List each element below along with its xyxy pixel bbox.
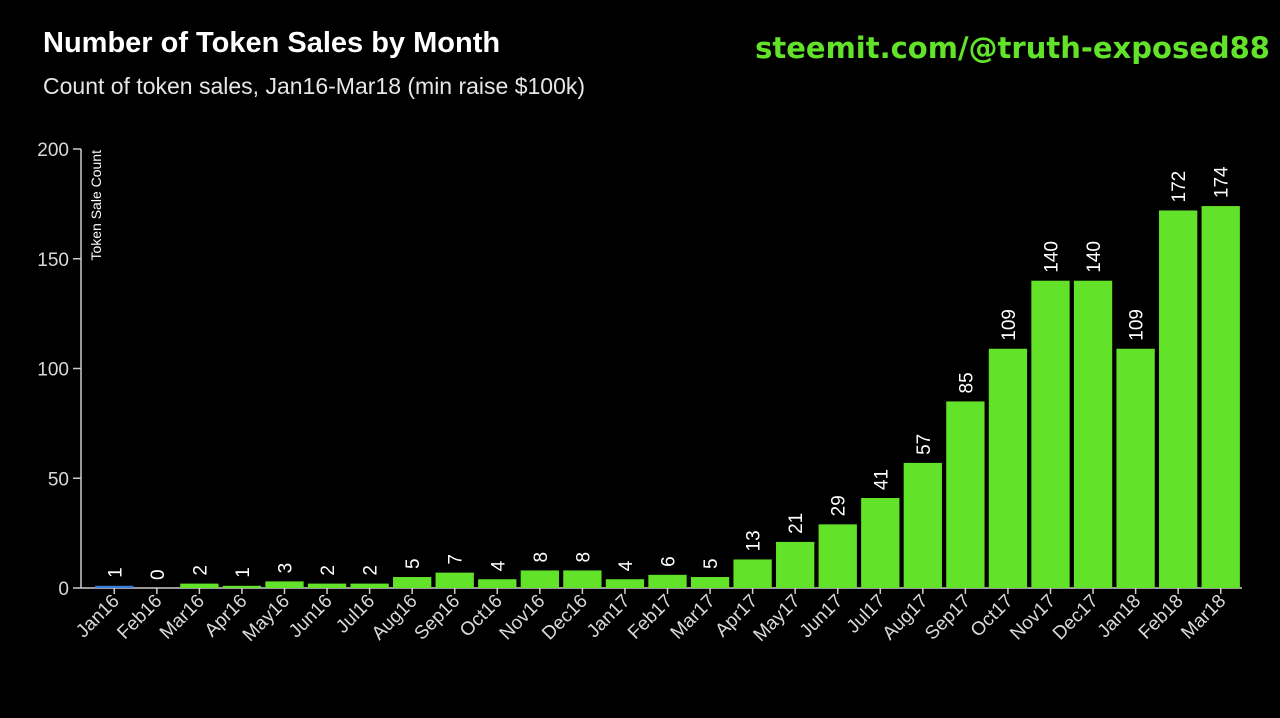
- x-tick-label: Sep16: [411, 591, 465, 645]
- y-tick-label: 150: [37, 250, 69, 271]
- bar: [180, 583, 219, 588]
- bar: [435, 572, 474, 588]
- bar: [946, 401, 985, 588]
- chart-title: Number of Token Sales by Month: [43, 27, 501, 59]
- bar: [563, 570, 602, 588]
- data-label: 5: [701, 558, 722, 569]
- data-label: 21: [786, 513, 807, 534]
- x-tick-label: Mar18: [1177, 591, 1230, 644]
- data-label: 0: [148, 569, 169, 580]
- bar: [1159, 210, 1198, 588]
- x-tick-label: Sep17: [921, 591, 975, 645]
- x-tick-label: Feb16: [113, 591, 166, 644]
- bar: [478, 579, 517, 588]
- bar: [861, 498, 900, 588]
- y-axis-label: Token Sale Count: [88, 150, 104, 261]
- x-tick-labels: Jan16Feb16Mar16Apr16May16Jun16Jul16Aug16…: [72, 591, 1230, 646]
- x-tick-label: Mar17: [667, 591, 720, 644]
- y-tick-label: 0: [58, 579, 69, 600]
- x-tick-label: Aug16: [368, 591, 422, 645]
- data-label: 5: [403, 558, 424, 569]
- bar: [733, 559, 772, 588]
- data-label: 109: [999, 309, 1020, 341]
- data-label: 8: [531, 552, 552, 563]
- x-tick-label: Jan18: [1094, 591, 1145, 642]
- watermark: steemit.com/@truth-exposed88: [755, 31, 1270, 65]
- y-tick-label: 100: [37, 360, 69, 381]
- x-tick-label: Mar16: [156, 591, 209, 644]
- bar: [818, 524, 857, 588]
- data-label: 2: [361, 565, 382, 576]
- data-label: 1: [233, 567, 254, 578]
- bar: [520, 570, 559, 588]
- x-tick-label: May16: [239, 591, 294, 646]
- x-tick-label: Feb18: [1135, 591, 1188, 644]
- data-label: 174: [1212, 166, 1233, 198]
- bar: [988, 348, 1028, 588]
- bars: [95, 206, 1240, 588]
- data-label: 85: [956, 372, 977, 393]
- x-tick-label: May17: [750, 591, 805, 646]
- data-label: 140: [1084, 241, 1105, 273]
- data-label: 2: [190, 565, 211, 576]
- x-tick-label: Jun17: [796, 591, 847, 642]
- data-label: 7: [446, 554, 467, 565]
- bar: [307, 583, 347, 588]
- data-label: 6: [659, 556, 680, 567]
- bar: [1116, 348, 1155, 588]
- data-label: 1: [105, 567, 126, 578]
- bar: [1201, 206, 1240, 588]
- x-tick-label: Dec16: [538, 591, 592, 645]
- data-label: 140: [1042, 241, 1063, 273]
- x-tick-label: Aug17: [879, 591, 933, 645]
- bar: [95, 585, 134, 588]
- x-tick-label: Jun16: [285, 591, 336, 642]
- bar: [393, 577, 432, 588]
- data-label: 29: [829, 495, 850, 516]
- bar: [776, 541, 815, 588]
- chart-subtitle: Count of token sales, Jan16-Mar18 (min r…: [43, 73, 586, 99]
- data-label: 8: [573, 552, 594, 563]
- data-label: 109: [1127, 309, 1148, 341]
- bar: [222, 585, 262, 588]
- x-tick-label: Feb17: [624, 591, 677, 644]
- bar: [690, 577, 730, 588]
- bar: [605, 579, 645, 588]
- bar: [903, 462, 942, 588]
- bar: [265, 581, 304, 588]
- data-label: 2: [318, 565, 339, 576]
- data-label: 57: [914, 434, 935, 455]
- data-label: 4: [488, 560, 509, 571]
- data-label: 172: [1169, 171, 1190, 203]
- x-tick-label: Nov17: [1006, 591, 1060, 645]
- x-tick-label: Jan17: [583, 591, 634, 642]
- data-label: 3: [276, 563, 297, 574]
- data-label: 4: [616, 560, 637, 571]
- bar: [1031, 280, 1070, 588]
- x-tick-label: Dec17: [1049, 591, 1103, 645]
- y-tick-label: 200: [37, 140, 69, 161]
- bar: [1073, 280, 1113, 588]
- y-tick-label: 50: [48, 469, 69, 490]
- bar: [350, 583, 389, 588]
- x-tick-label: Jan16: [72, 591, 123, 642]
- x-tick-label: Nov16: [496, 591, 550, 645]
- bar: [648, 574, 687, 588]
- data-label: 13: [744, 530, 765, 551]
- data-label: 41: [871, 469, 892, 490]
